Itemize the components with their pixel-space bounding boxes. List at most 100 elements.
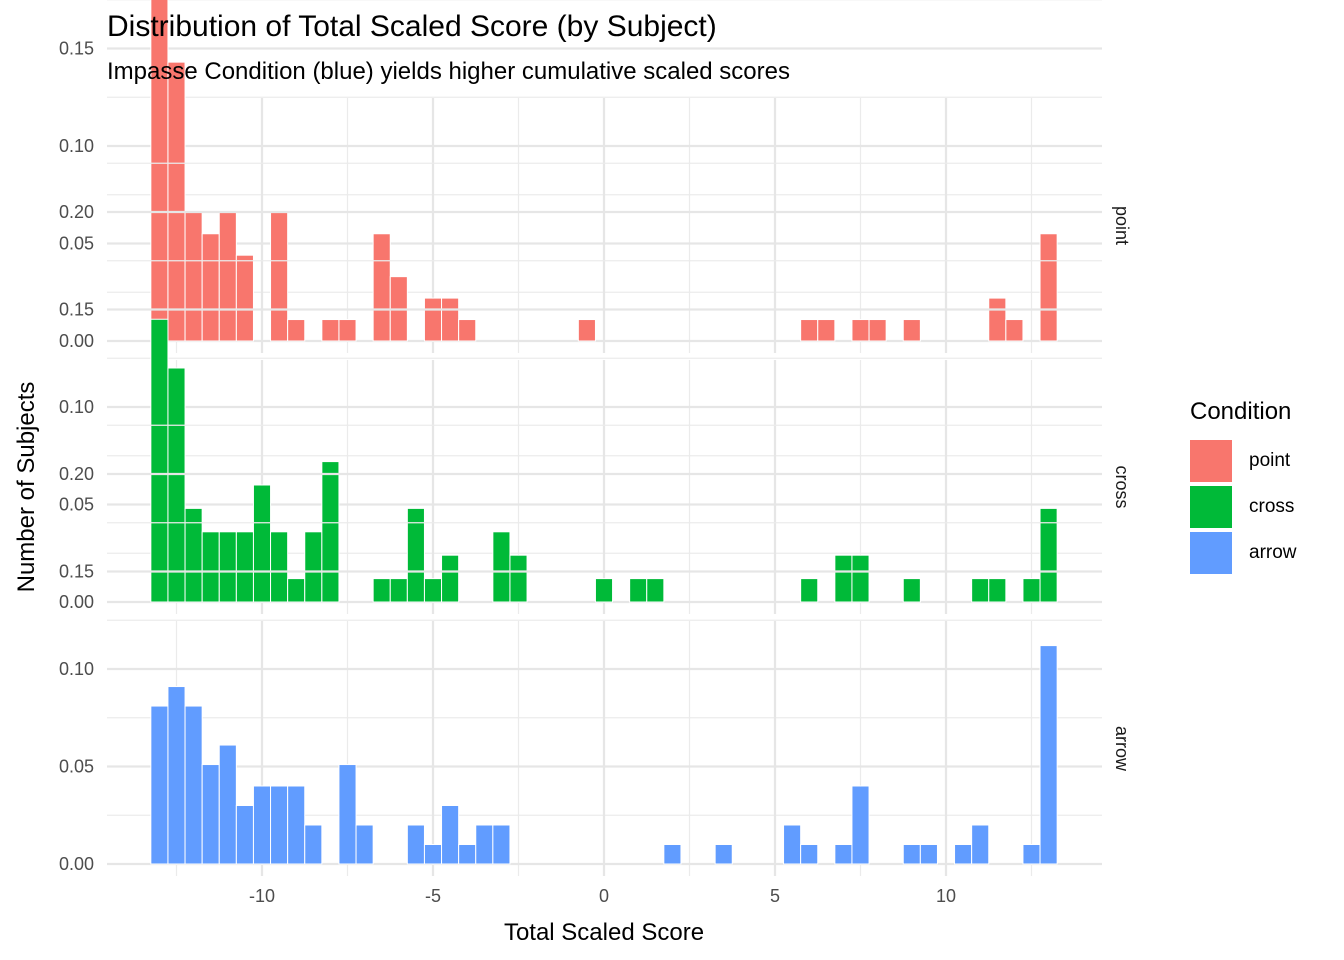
bar-cross bbox=[321, 461, 340, 603]
bar-cross bbox=[150, 318, 169, 603]
bar-point bbox=[800, 319, 819, 342]
y-tick-label: 0.10 bbox=[59, 136, 94, 156]
x-tick-label: 10 bbox=[936, 886, 956, 906]
bar-cross bbox=[201, 531, 220, 603]
bar-point bbox=[321, 319, 340, 342]
bar-cross bbox=[988, 578, 1007, 603]
bar-cross bbox=[441, 554, 460, 603]
bar-arrow bbox=[902, 844, 921, 865]
bar-arrow bbox=[167, 686, 186, 865]
bar-cross bbox=[252, 484, 272, 603]
facet-label-cross: cross bbox=[1112, 465, 1132, 508]
y-tick-label: 0.15 bbox=[59, 300, 94, 320]
bar-arrow bbox=[201, 764, 220, 865]
y-tick-label: 0.05 bbox=[59, 757, 94, 777]
legend-title: Condition bbox=[1190, 398, 1292, 425]
bar-arrow bbox=[150, 705, 169, 865]
legend-key-point bbox=[1190, 440, 1232, 482]
bar-cross bbox=[594, 578, 614, 603]
bar-point bbox=[868, 319, 887, 342]
bar-point bbox=[150, 0, 169, 342]
bar-arrow bbox=[971, 824, 990, 865]
bar-arrow bbox=[1039, 645, 1058, 865]
bar-arrow bbox=[252, 785, 272, 865]
bar-cross bbox=[1039, 507, 1058, 603]
bar-cross bbox=[235, 531, 254, 603]
y-tick-label: 0.00 bbox=[59, 854, 94, 874]
bar-point bbox=[201, 233, 220, 342]
bar-arrow bbox=[834, 844, 853, 865]
bar-arrow bbox=[355, 824, 374, 865]
bar-arrow bbox=[714, 844, 733, 865]
bar-arrow bbox=[287, 785, 306, 865]
bar-arrow bbox=[919, 844, 938, 865]
bar-point bbox=[988, 297, 1007, 342]
bar-cross bbox=[287, 578, 306, 603]
bar-cross bbox=[270, 531, 289, 603]
bar-point bbox=[902, 319, 921, 342]
legend-label-point: point bbox=[1249, 450, 1291, 471]
bar-point bbox=[423, 297, 443, 342]
x-tick-label: -5 bbox=[425, 886, 441, 906]
bar-arrow bbox=[458, 844, 477, 865]
bar-cross bbox=[509, 554, 528, 603]
bar-cross bbox=[629, 578, 648, 603]
bar-cross bbox=[646, 578, 665, 603]
bar-point bbox=[817, 319, 836, 342]
bar-cross bbox=[492, 531, 511, 603]
bar-cross bbox=[851, 554, 870, 603]
bar-arrow bbox=[406, 824, 425, 865]
bar-point bbox=[1005, 319, 1024, 342]
bar-point bbox=[441, 297, 460, 342]
bar-arrow bbox=[663, 844, 682, 865]
bar-point bbox=[372, 233, 391, 342]
x-axis-title: Total Scaled Score bbox=[504, 919, 704, 946]
bar-cross bbox=[167, 367, 186, 603]
bar-arrow bbox=[423, 844, 443, 865]
y-tick-label: 0.00 bbox=[59, 592, 94, 612]
bar-point bbox=[184, 211, 203, 342]
chart-subtitle: Impasse Condition (blue) yields higher c… bbox=[107, 58, 790, 85]
bar-cross bbox=[834, 554, 853, 603]
y-tick-label: 0.05 bbox=[59, 495, 94, 515]
bar-cross bbox=[800, 578, 819, 603]
bar-arrow bbox=[270, 785, 289, 865]
chart-title: Distribution of Total Scaled Score (by S… bbox=[107, 10, 717, 43]
x-tick-label: 0 bbox=[599, 886, 609, 906]
y-tick-label: 0.10 bbox=[59, 397, 94, 417]
y-tick-label: 0.15 bbox=[59, 39, 94, 59]
facet-label-arrow: arrow bbox=[1112, 726, 1132, 772]
bar-arrow bbox=[235, 805, 254, 865]
bar-arrow bbox=[954, 844, 973, 865]
bar-point bbox=[235, 254, 254, 342]
bar-cross bbox=[902, 578, 921, 603]
bar-cross bbox=[372, 578, 391, 603]
y-tick-label: 0.00 bbox=[59, 331, 94, 351]
y-tick-label: 0.20 bbox=[59, 464, 94, 484]
bar-arrow bbox=[338, 764, 357, 865]
y-tick-label: 0.15 bbox=[59, 562, 94, 582]
bar-point bbox=[577, 319, 596, 342]
y-tick-label: 0.10 bbox=[59, 659, 94, 679]
bar-point bbox=[338, 319, 357, 342]
bar-cross bbox=[971, 578, 990, 603]
bar-arrow bbox=[475, 824, 494, 865]
legend-label-cross: cross bbox=[1249, 496, 1295, 517]
y-tick-label: 0.20 bbox=[59, 202, 94, 222]
bar-arrow bbox=[851, 785, 870, 865]
legend-item-point: point bbox=[1190, 438, 1297, 484]
bar-arrow bbox=[1022, 844, 1041, 865]
bar-cross bbox=[304, 531, 323, 603]
bar-arrow bbox=[304, 824, 323, 865]
bar-arrow bbox=[441, 805, 460, 865]
bar-cross bbox=[406, 507, 425, 603]
bar-point bbox=[218, 211, 237, 342]
legend-key-cross bbox=[1190, 486, 1232, 528]
bar-point bbox=[287, 319, 306, 342]
bar-point bbox=[167, 61, 186, 342]
legend-item-cross: cross bbox=[1190, 484, 1297, 530]
x-tick-label: -10 bbox=[249, 886, 275, 906]
x-tick-label: 5 bbox=[770, 886, 780, 906]
bar-point bbox=[851, 319, 870, 342]
